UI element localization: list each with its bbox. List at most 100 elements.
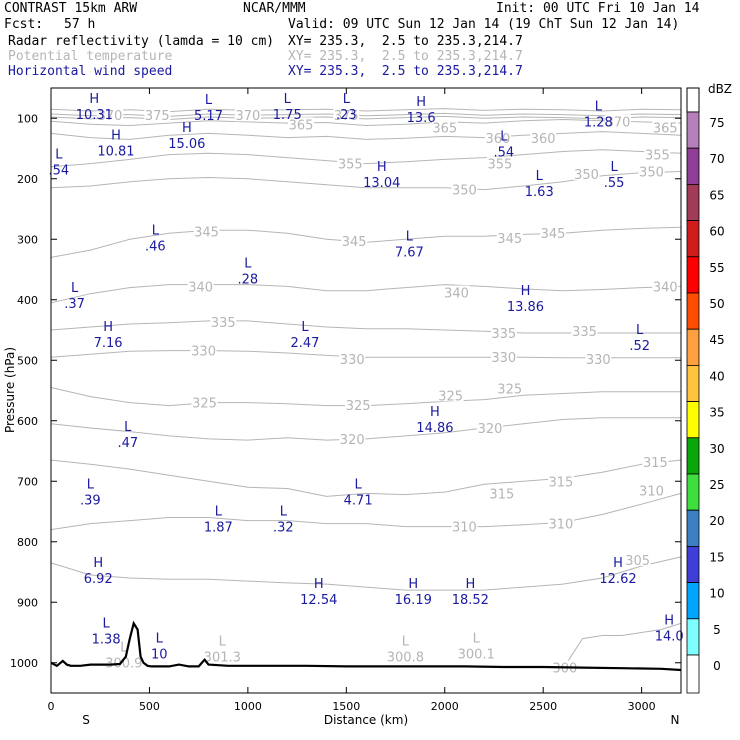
theta-label-bg	[585, 352, 612, 366]
theta-label: 360	[531, 132, 556, 147]
theta-label-bg	[477, 421, 504, 435]
theta-contour-310	[50, 492, 682, 531]
wind-extremum-value: 7.16	[94, 336, 123, 351]
colorbar-top-cap	[686, 87, 700, 113]
theta-label: 365	[653, 121, 678, 136]
x-tick-label: 500	[139, 700, 160, 713]
theta-label: 325	[438, 389, 463, 404]
theta-label: 375	[145, 109, 170, 124]
wind-extremum-value: .23	[336, 108, 357, 123]
colorbar-swatch	[686, 618, 700, 656]
colorbar-label: 65	[709, 188, 724, 202]
colorbar-swatch	[686, 256, 700, 294]
theta-label: 325	[346, 399, 371, 414]
theta-label: 320	[340, 433, 365, 448]
theta-label-bg	[339, 431, 366, 445]
wind-extremum-value: 1.28	[584, 115, 613, 130]
wind-extremum-type: L	[205, 93, 213, 108]
colorbar-label: 0	[713, 659, 721, 673]
theta-label: 330	[586, 353, 611, 368]
theta-label-bg	[573, 166, 600, 180]
theta-extremum-type: L	[219, 635, 227, 650]
wind-extremum-type: L	[55, 148, 63, 163]
theta-label-bg	[187, 279, 214, 293]
x-tick-label: 2000	[431, 700, 459, 713]
colorbar-label: 55	[709, 261, 724, 275]
field-xy-reflectivity: XY= 235.3, 2.5 to 235.3,214.7	[288, 34, 523, 49]
wind-extremum-type: H	[613, 556, 623, 571]
theta-label: 325	[497, 383, 522, 398]
theta-label: 300	[552, 662, 577, 677]
plot-frame	[50, 87, 682, 694]
theta-label-bg	[144, 108, 171, 122]
wind-extremum-type: L	[87, 477, 95, 492]
wind-extremum-type: L	[610, 160, 618, 175]
theta-label: 345	[342, 235, 367, 250]
theta-extremum-value: 300.8	[387, 651, 424, 666]
colorbar-label: 25	[709, 478, 724, 492]
wind-extremum-type: H	[377, 160, 387, 175]
y-tick-label: 100	[17, 112, 38, 125]
theta-label-bg	[490, 350, 517, 364]
colorbar-unit: dBZ	[708, 82, 732, 96]
y-tick-label: 700	[17, 475, 38, 488]
wind-extremum-type: H	[408, 577, 418, 592]
theta-label: 350	[639, 165, 664, 180]
x-tick-label: 3000	[628, 700, 656, 713]
theta-contour-340	[50, 284, 682, 304]
theta-label: 340	[653, 280, 678, 295]
theta-label: 340	[188, 280, 213, 295]
y-tick-label: 600	[17, 415, 38, 428]
theta-label-bg	[288, 117, 315, 131]
theta-label: 315	[489, 487, 514, 502]
wind-extremum-value: 1.38	[92, 633, 121, 648]
theta-contour-360	[50, 131, 682, 140]
colorbar-swatch	[686, 183, 700, 221]
theta-label: 370	[235, 109, 260, 124]
colorbar-swatch	[686, 401, 700, 439]
theta-label-bg	[341, 234, 368, 248]
theta-contour-300	[562, 622, 682, 670]
wind-extremum-value: 15.06	[168, 137, 205, 152]
theta-label-bg	[638, 164, 665, 178]
theta-label-bg	[490, 326, 517, 340]
north-label: N	[671, 713, 680, 727]
x-tick-label: 0	[48, 700, 55, 713]
field-xy-theta: XY= 235.3, 2.5 to 235.3,214.7	[288, 49, 523, 64]
wind-extremum-type: H	[93, 556, 103, 571]
theta-contour-355	[50, 149, 682, 168]
colorbar-swatch	[686, 220, 700, 258]
theta-label-bg	[488, 486, 515, 500]
wind-extremum-type: L	[244, 257, 252, 272]
wind-extremum-value: .46	[145, 239, 166, 254]
y-tick-label: 200	[17, 173, 38, 186]
wind-extremum-type: L	[301, 320, 309, 335]
wind-extremum-type: L	[284, 92, 292, 107]
wind-extremum-value: .54	[49, 164, 70, 179]
theta-label-bg	[496, 381, 523, 395]
theta-label-bg	[191, 395, 218, 409]
theta-label: 360	[485, 132, 510, 147]
theta-label: 345	[194, 225, 219, 240]
wind-extremum-value: 10.31	[76, 108, 113, 123]
theta-label-bg	[642, 454, 669, 468]
theta-label-bg	[496, 231, 523, 245]
y-tick-label: 400	[17, 294, 38, 307]
theta-extremum-value: 301.3	[204, 651, 241, 666]
theta-label: 365	[432, 121, 457, 136]
wind-extremum-type: L	[636, 323, 644, 338]
theta-label: 315	[548, 475, 573, 490]
wind-extremum-type: H	[465, 577, 475, 592]
wind-extremum-type: L	[536, 169, 544, 184]
theta-contour-330	[50, 350, 681, 359]
colorbar-swatch	[686, 292, 700, 330]
colorbar-swatch	[686, 582, 700, 620]
wind-extremum-type: L	[103, 617, 111, 632]
colorbar-swatch	[686, 328, 700, 366]
wind-extremum-type: L	[500, 130, 508, 145]
theta-label-bg	[451, 182, 478, 196]
y-tick-label: 300	[17, 233, 38, 246]
wind-extremum-type: H	[416, 95, 426, 110]
wind-extremum-value: 5.17	[194, 109, 223, 124]
